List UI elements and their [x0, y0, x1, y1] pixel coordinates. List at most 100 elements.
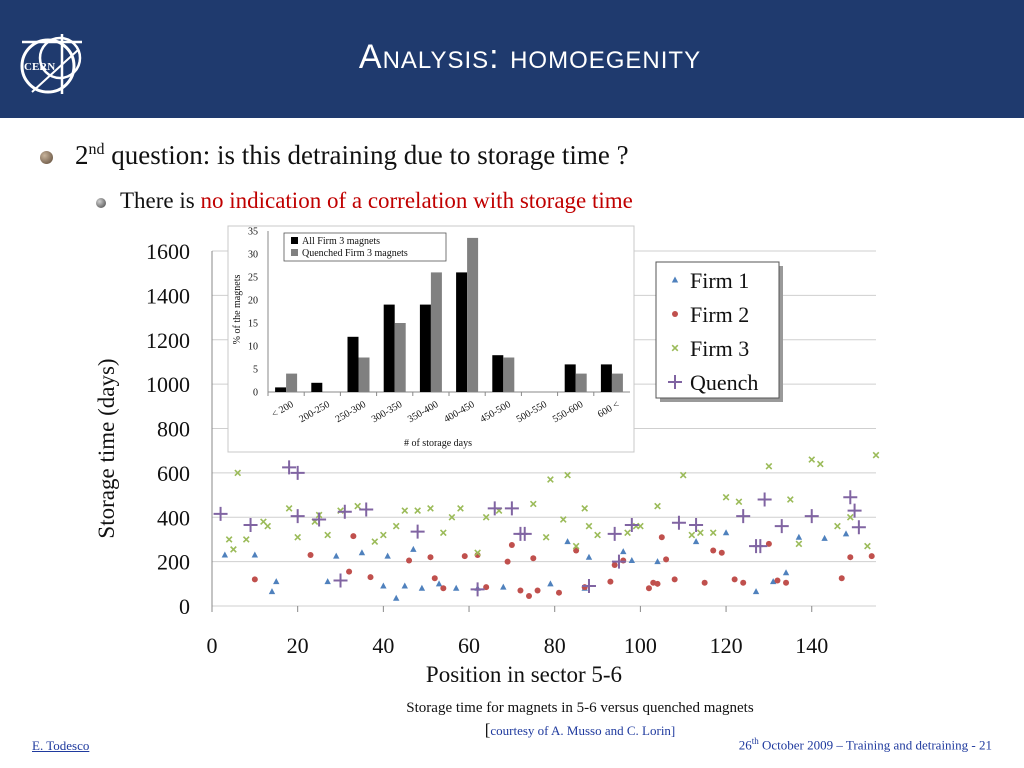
data-point-firm3 [234, 469, 242, 477]
legend-marker [668, 375, 682, 389]
data-point-firm3 [654, 502, 661, 510]
x-tick-label: 120 [710, 633, 743, 658]
data-point-quench [333, 573, 348, 588]
data-point-firm2 [504, 558, 511, 565]
data-point-firm3 [542, 533, 550, 541]
x-tick-label: 0 [207, 633, 218, 658]
data-point-firm3 [379, 531, 387, 539]
y-tick-label: 400 [157, 505, 190, 530]
x-tick-label: 100 [624, 633, 657, 658]
data-point-firm3 [294, 533, 302, 541]
data-point-firm1 [384, 552, 391, 559]
data-point-firm2 [427, 554, 434, 561]
data-point-firm3 [709, 529, 717, 537]
data-point-firm3 [585, 522, 593, 530]
data-point-firm3 [722, 493, 730, 501]
inset-legend-swatch [291, 237, 298, 244]
data-point-firm3 [392, 522, 400, 530]
data-point-firm1 [782, 569, 790, 576]
footer-day-sup: th [751, 736, 759, 746]
data-point-firm2 [251, 576, 258, 583]
data-point-firm2 [440, 585, 447, 592]
data-point-firm3 [572, 542, 580, 550]
data-point-firm3 [448, 513, 456, 521]
data-point-firm3 [808, 456, 816, 463]
data-point-firm3 [457, 505, 464, 512]
data-point-quench [671, 515, 686, 530]
data-point-firm3 [624, 529, 631, 537]
y-tick-label: 1000 [146, 372, 190, 397]
data-point-firm2 [783, 579, 790, 586]
data-point-firm2 [307, 551, 314, 558]
footer-date: 26th October 2009 – Training and detrain… [660, 736, 992, 753]
data-point-firm3 [795, 540, 803, 548]
data-point-quench [282, 460, 297, 475]
data-point-quench [757, 492, 772, 507]
data-point-firm1 [273, 578, 280, 585]
data-point-firm1 [500, 583, 507, 590]
data-point-firm2 [740, 579, 747, 586]
data-point-firm1 [401, 582, 408, 589]
data-point-firm3 [354, 502, 362, 510]
inset-y-tick-label: 0 [253, 388, 258, 399]
data-point-firm3 [482, 513, 490, 521]
data-point-firm2 [765, 540, 772, 547]
inset-y-tick-label: 35 [248, 227, 258, 238]
data-point-quench [517, 526, 532, 541]
data-point-firm1 [842, 530, 850, 537]
data-point-firm1 [564, 538, 571, 545]
data-point-firm3 [474, 549, 481, 557]
data-point-firm2 [838, 575, 845, 582]
data-point-firm3 [872, 451, 880, 459]
data-point-firm3 [846, 513, 854, 521]
author-link[interactable]: E. Todesco [32, 738, 90, 753]
data-point-firm1 [722, 529, 730, 536]
histogram-bar [311, 382, 323, 392]
credit-text: courtesy of A. Musso and C. Lorin] [490, 723, 676, 738]
bullet-answer: There is no indication of a correlation … [96, 188, 633, 214]
data-point-quench [581, 579, 596, 594]
data-point-firm2 [658, 534, 665, 541]
data-point-quench [243, 518, 258, 533]
data-point-firm2 [483, 584, 490, 591]
figure-credit: [courtesy of A. Musso and C. Lorin] [290, 720, 870, 740]
data-point-firm2 [526, 593, 533, 600]
data-point-quench [410, 524, 425, 539]
data-point-quench [290, 509, 305, 524]
footer-day: 26 [738, 737, 752, 753]
bullet1-prefix: 2 [75, 140, 89, 170]
bullet-question: 2nd question: is this detraining due to … [40, 140, 629, 171]
data-point-firm1 [251, 551, 259, 558]
data-point-firm2 [555, 589, 562, 596]
inset-legend-label: Quenched Firm 3 magnets [302, 248, 408, 259]
data-point-firm3 [414, 507, 421, 514]
y-tick-label: 200 [157, 550, 190, 575]
histogram-bar [430, 272, 442, 392]
data-point-quench [359, 502, 374, 517]
data-point-firm1 [324, 578, 331, 585]
data-point-firm3 [242, 536, 250, 543]
x-tick-label: 60 [458, 633, 480, 658]
figure-caption: Storage time for magnets in 5-6 versus q… [406, 700, 754, 716]
data-point-firm3 [564, 471, 571, 479]
data-point-quench [851, 520, 866, 535]
data-point-firm3 [401, 507, 409, 514]
data-point-firm3 [225, 536, 233, 543]
data-point-firm2 [534, 587, 541, 594]
histogram-bar [347, 336, 359, 392]
legend-label: Firm 3 [690, 336, 749, 361]
data-point-firm2 [847, 554, 854, 561]
footer-rest: October 2009 – Training and detraining -… [758, 737, 992, 753]
data-point-firm1 [435, 580, 443, 587]
histogram-bar [492, 355, 504, 392]
data-point-firm3 [285, 505, 293, 512]
histogram-bar [564, 364, 576, 392]
histogram-bar [575, 373, 587, 392]
data-point-firm2 [350, 533, 357, 540]
inset-legend-label: All Firm 3 magnets [302, 236, 380, 247]
data-point-firm2 [367, 574, 374, 581]
data-point-firm1 [268, 588, 276, 595]
data-point-firm2 [530, 555, 537, 562]
data-point-firm2 [346, 568, 353, 575]
